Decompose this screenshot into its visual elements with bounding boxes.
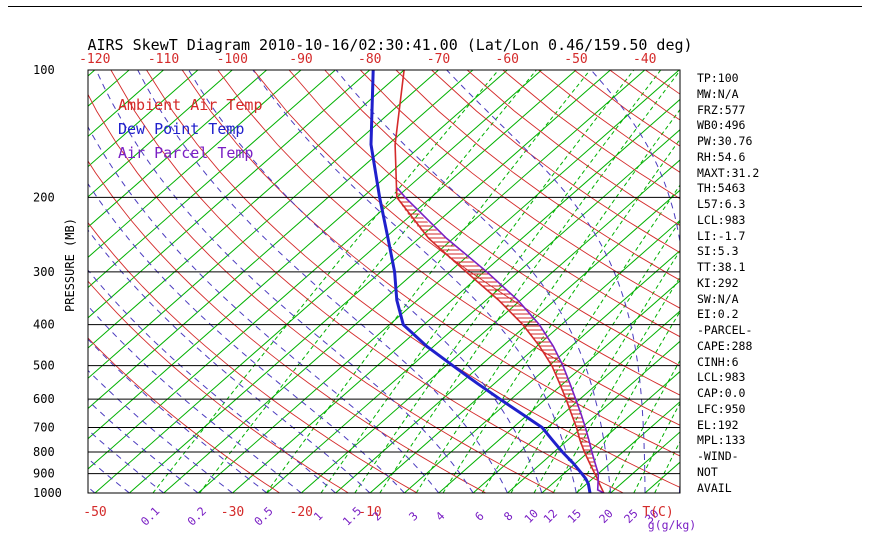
stat-line: TH:5463 xyxy=(697,181,746,196)
top-temp-tick-label: -100 xyxy=(217,52,248,67)
mixing-ratio-tick-label: 0.2 xyxy=(184,504,209,529)
cape-hatch-region xyxy=(395,187,599,480)
stat-line: LI:-1.7 xyxy=(697,228,746,243)
top-temp-tick-label: -70 xyxy=(427,52,450,67)
stat-line: LCL:983 xyxy=(697,370,746,385)
bottom-temp-tick-label: -50 xyxy=(83,505,106,520)
top-temp-tick-label: -110 xyxy=(148,52,179,67)
pressure-tick-label: 300 xyxy=(33,265,55,279)
mixing-unit-label: g(g/kg) xyxy=(648,518,696,532)
pressure-tick-label: 600 xyxy=(33,392,55,406)
pressure-tick-label: 200 xyxy=(33,190,55,204)
stat-line: FRZ:577 xyxy=(697,102,746,117)
legend-air-parcel-temp: Air Parcel Temp xyxy=(118,144,254,162)
ambient-air-temp-curve xyxy=(394,70,605,493)
mixing-ratio-tick-label: 6 xyxy=(472,509,487,524)
stat-line: LFC:950 xyxy=(697,401,746,416)
sounding-curves xyxy=(369,70,605,493)
pressure-tick-label: 700 xyxy=(33,420,55,434)
page-title: AIRS SkewT Diagram 2010-10-16/02:30:41.0… xyxy=(87,36,693,54)
stat-line: EI:0.2 xyxy=(697,307,739,322)
stat-line: PW:30.76 xyxy=(697,134,753,148)
top-temp-tick-label: -40 xyxy=(633,52,656,67)
stat-line: WB0:496 xyxy=(697,118,746,133)
pressure-tick-label: 1000 xyxy=(33,486,62,500)
top-temp-tick-label: -50 xyxy=(564,52,587,67)
mixing-ratio-tick-label: 20 xyxy=(596,506,616,526)
mixing-ratio-tick-label: 1 xyxy=(311,509,326,524)
pressure-tick-label: 400 xyxy=(33,318,55,332)
top-divider-line xyxy=(8,6,862,7)
mixing-ratio-tick-label: 3 xyxy=(406,509,421,524)
stat-line: CINH:6 xyxy=(697,354,739,369)
bottom-temp-tick-label: -30 xyxy=(221,505,244,520)
stat-line: TP:100 xyxy=(697,71,739,85)
top-temp-tick-label: -90 xyxy=(289,52,312,67)
stat-line: SI:5.3 xyxy=(697,244,739,259)
mixing-ratio-tick-label: 8 xyxy=(501,509,516,524)
stat-line: EL:192 xyxy=(697,417,739,432)
legend-ambient-air-temp: Ambient Air Temp xyxy=(118,96,263,114)
top-temp-tick-label: -60 xyxy=(496,52,519,67)
stat-line: RH:54.6 xyxy=(697,149,746,164)
top-temp-tick-label: -120 xyxy=(79,52,110,67)
mixing-ratio-tick-label: 12 xyxy=(540,506,560,526)
pressure-tick-label: 100 xyxy=(33,63,55,77)
stat-line: MPL:133 xyxy=(697,433,746,448)
stat-line: NOT xyxy=(697,464,718,479)
moist-adiabat-lines xyxy=(88,70,680,493)
stat-line: MW:N/A xyxy=(697,86,739,101)
stat-line: L57:6.3 xyxy=(697,197,746,211)
pressure-tick-label: 800 xyxy=(33,445,55,459)
stat-line: TT:38.1 xyxy=(697,260,746,274)
stat-line: SW:N/A xyxy=(697,291,739,306)
mixing-ratio-tick-label: 15 xyxy=(564,506,584,526)
stat-line: AVAIL xyxy=(697,480,732,495)
stat-line: LCL:983 xyxy=(697,212,746,227)
stats-panel: TP:100 MW:N/A FRZ:577 WB0:496 PW:30.76 RH:54.… xyxy=(697,71,759,496)
bottom-temp-tick-label: -20 xyxy=(290,505,313,520)
dew-point-temp-curve xyxy=(369,70,592,493)
stat-line: -WIND- xyxy=(697,449,739,463)
mixing-ratio-tick-label: 0.5 xyxy=(251,504,276,529)
stat-line: -PARCEL- xyxy=(697,323,753,337)
mixing-ratio-tick-label: 10 xyxy=(521,506,541,526)
pressure-axis-label: PRESSURE (MB) xyxy=(63,218,77,312)
curve-legend: Ambient Air Temp Dew Point Temp Air Parcel… xyxy=(118,93,263,165)
mixing-ratio-tick-label: 4 xyxy=(433,509,448,524)
background-lines xyxy=(88,70,680,493)
isotherm-lines xyxy=(88,70,680,493)
plot-border xyxy=(87,69,681,494)
mixing-ratio-tick-label: 0.1 xyxy=(138,504,163,529)
top-temp-tick-label: -80 xyxy=(358,52,381,67)
stat-line: CAPE:288 xyxy=(697,338,753,353)
stat-line: KI:292 xyxy=(697,275,739,290)
stat-line: MAXT:31.2 xyxy=(697,165,760,180)
stat-line: CAP:0.0 xyxy=(697,386,746,400)
pressure-tick-label: 500 xyxy=(33,359,55,373)
bottom-temp-tick-label: -10 xyxy=(358,505,381,520)
legend-dew-point-temp: Dew Point Temp xyxy=(118,120,245,138)
air-parcel-temp-curve xyxy=(396,187,605,493)
temp-unit-label: T(C) xyxy=(642,505,673,520)
pressure-tick-label: 900 xyxy=(33,467,55,481)
mixing-ratio-tick-label: 25 xyxy=(621,506,641,526)
